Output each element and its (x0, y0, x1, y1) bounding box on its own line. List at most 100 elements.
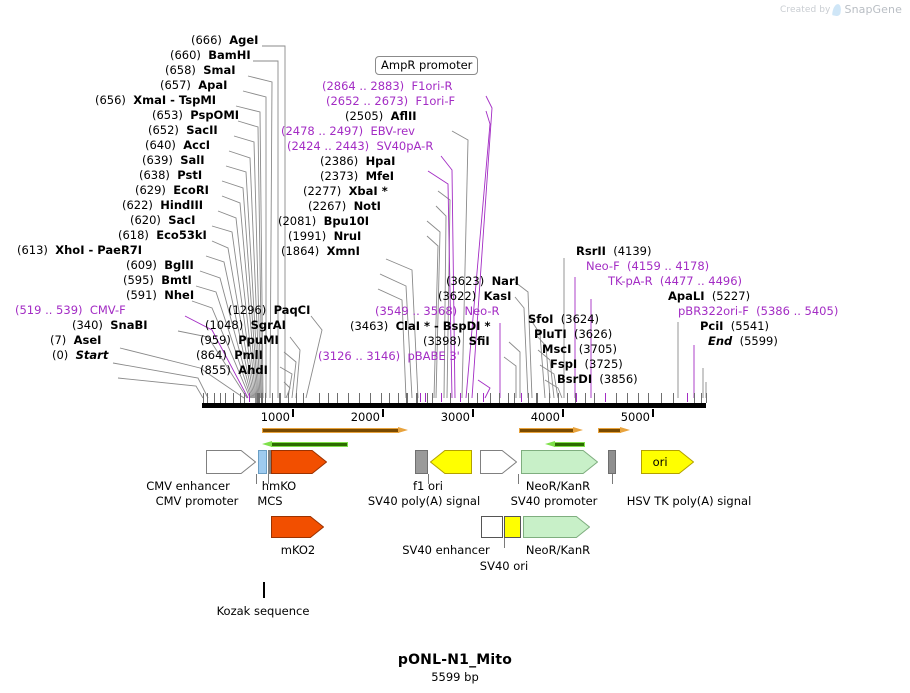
site-name: HindIII (160, 198, 204, 212)
feature-arrow-ori[interactable]: ori (641, 450, 694, 474)
site-label: (609) BglII (126, 259, 194, 271)
site-position: (656) (95, 93, 126, 107)
site-name: BamHI (208, 48, 251, 62)
feature-arrow-left[interactable] (430, 450, 472, 474)
site-label: (2081) Bpu10I (278, 215, 369, 227)
watermark-prefix: Created by (779, 4, 831, 15)
site-label: (2478 .. 2497) EBV-rev (281, 125, 415, 137)
site-label-row: (7) AseI (50, 334, 101, 346)
site-label-row: (3549 .. 3568) Neo-R (375, 305, 500, 317)
site-position: (613) (17, 243, 48, 257)
primer-arrow (262, 441, 348, 448)
site-name: BglII (164, 258, 194, 272)
feature-label: SV40 ori (479, 559, 529, 573)
site-name: Eco53kI (156, 228, 207, 242)
site-label-row: (638) PstI (139, 169, 202, 181)
primer-shaft (554, 442, 585, 447)
site-label-row: (2386) HpaI (320, 155, 395, 167)
site-position: End (708, 334, 733, 348)
ruler-tick (450, 393, 451, 403)
site-name: (3705) (578, 342, 617, 356)
site-position: (1296) (228, 303, 267, 317)
ruler-scale-tick (472, 409, 474, 417)
feature-arrow-right[interactable] (206, 450, 256, 474)
site-name: PmlI (234, 348, 263, 362)
primer-arrow (519, 427, 583, 434)
feature-arrow-right[interactable] (271, 516, 324, 538)
site-label: (2373) MfeI (320, 170, 394, 182)
ruler-tick (259, 393, 260, 403)
feature-label: NeoR/KanR (525, 479, 591, 493)
ruler-tick (687, 393, 688, 402)
site-position: TK-pA-R (608, 274, 653, 288)
feature-box[interactable] (415, 450, 428, 474)
site-label-row: (1048) SgrAI (205, 319, 286, 331)
site-label-row: PluTI (3626) (534, 328, 612, 340)
ruler-tick (536, 393, 537, 403)
primer-arrowhead (545, 441, 555, 447)
site-label-row: (2267) NotI (308, 200, 381, 212)
site-label-row: (3463) ClaI * - BspDI * (350, 320, 490, 332)
ruler-tick (567, 393, 568, 403)
ruler-tick (425, 393, 426, 402)
ruler-tick (483, 393, 484, 402)
ruler-tick (381, 393, 382, 403)
site-name: NotI (353, 199, 381, 213)
site-label-row: (340) SnaBI (72, 319, 148, 331)
feature-arrow-right[interactable] (523, 516, 590, 538)
site-label: (640) AccI (145, 139, 210, 151)
feature-box[interactable] (258, 450, 267, 474)
kozak-sequence-tick (263, 582, 265, 598)
site-position: (3622) (438, 289, 477, 303)
ruler-tick (261, 393, 262, 403)
ruler-tick (220, 393, 221, 403)
ruler-tick (348, 393, 349, 403)
feature-arrow-right[interactable] (480, 450, 517, 474)
ruler-tick (416, 393, 417, 403)
site-name: (3725) (584, 357, 623, 371)
site-name: CMV-F (89, 303, 126, 317)
ruler-scale-label: 3000 (440, 410, 470, 424)
ruler-tick (288, 393, 289, 403)
primer-arrowhead (620, 427, 630, 433)
feature-box[interactable] (608, 450, 616, 474)
ampr-promoter-callout: AmpR promoter (375, 56, 479, 75)
ruler-tick (272, 393, 273, 403)
site-label-row: (652) SacII (148, 124, 218, 136)
site-position: (2864 .. 2883) (322, 79, 405, 93)
site-label-row: (1864) XmnI (281, 245, 360, 257)
primer-arrow (598, 427, 630, 434)
ruler-tick (528, 393, 529, 403)
feature-box[interactable] (504, 516, 521, 538)
ruler-tick (244, 393, 245, 403)
site-label-row: (609) BglII (126, 259, 194, 271)
ruler-tick (432, 393, 433, 403)
feature-arrow-right[interactable] (271, 450, 327, 474)
ruler-tick (262, 393, 263, 403)
svg-text:ori: ori (653, 455, 668, 469)
ruler-tick (490, 393, 491, 403)
feature-arrow-right[interactable] (521, 450, 598, 474)
site-label: (618) Eco53kI (118, 229, 207, 241)
site-label-row: MscI (3705) (542, 343, 617, 355)
ruler-tick (694, 393, 695, 403)
site-label-row: (640) AccI (145, 139, 210, 151)
site-name: EBV-rev (370, 124, 415, 138)
site-label-row: (2505) AflII (345, 110, 417, 122)
feature-box[interactable] (481, 516, 503, 538)
plasmid-title: pONL-N1_Mito (397, 652, 513, 668)
site-position: PciI (700, 319, 724, 333)
site-name: KasI (483, 289, 512, 303)
site-position: (660) (170, 48, 201, 62)
site-label-row: TK-pA-R (4477 .. 4496) (608, 275, 742, 287)
ruler-tick (389, 393, 390, 403)
site-label: (855) AhdI (200, 364, 268, 376)
ruler-tick (296, 393, 297, 403)
site-position: (595) (123, 273, 154, 287)
site-label: (2424 .. 2443) SV40pA-R (287, 140, 433, 152)
site-label: (638) PstI (139, 169, 202, 181)
snapgene-leaf-icon (832, 2, 843, 17)
ruler-tick (508, 393, 509, 403)
site-position: Neo-F (586, 259, 620, 273)
site-position: (639) (142, 153, 173, 167)
